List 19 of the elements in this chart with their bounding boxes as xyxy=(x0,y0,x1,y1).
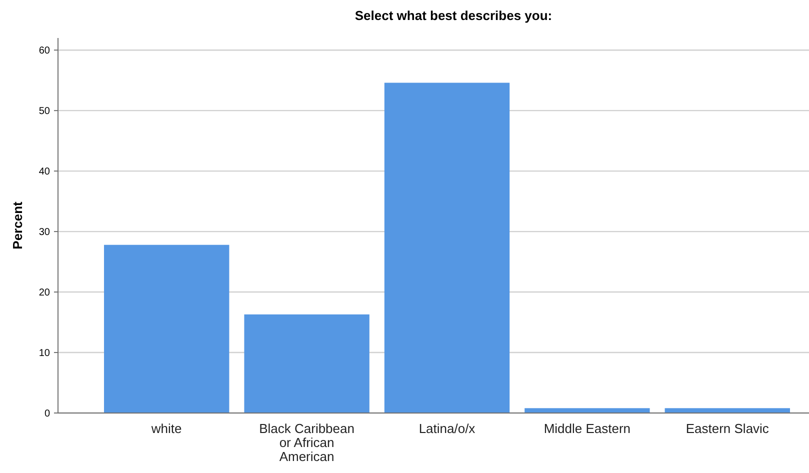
y-tick-label: 50 xyxy=(38,106,50,118)
chart-title: Select what best describes you: xyxy=(354,8,552,23)
x-tick-label: Latina/o/x xyxy=(418,421,476,436)
y-tick-label: 10 xyxy=(38,348,50,360)
y-axis-title: Percent xyxy=(10,200,25,250)
y-tick-label: 20 xyxy=(38,288,50,299)
bar xyxy=(244,314,370,413)
y-tick-label: 40 xyxy=(38,166,50,178)
bar xyxy=(524,408,650,413)
bar xyxy=(664,408,790,413)
x-tick-label: Black Caribbean or African American xyxy=(259,421,354,464)
x-tick-label: Middle Eastern xyxy=(544,421,631,436)
y-tick-label: 30 xyxy=(38,227,50,238)
x-tick-label: Eastern Slavic xyxy=(686,421,770,436)
y-tick-label: 60 xyxy=(38,46,50,57)
y-tick-label: 0 xyxy=(44,408,50,420)
x-tick-label: white xyxy=(150,421,182,436)
bar xyxy=(384,82,510,413)
bar xyxy=(104,244,230,413)
